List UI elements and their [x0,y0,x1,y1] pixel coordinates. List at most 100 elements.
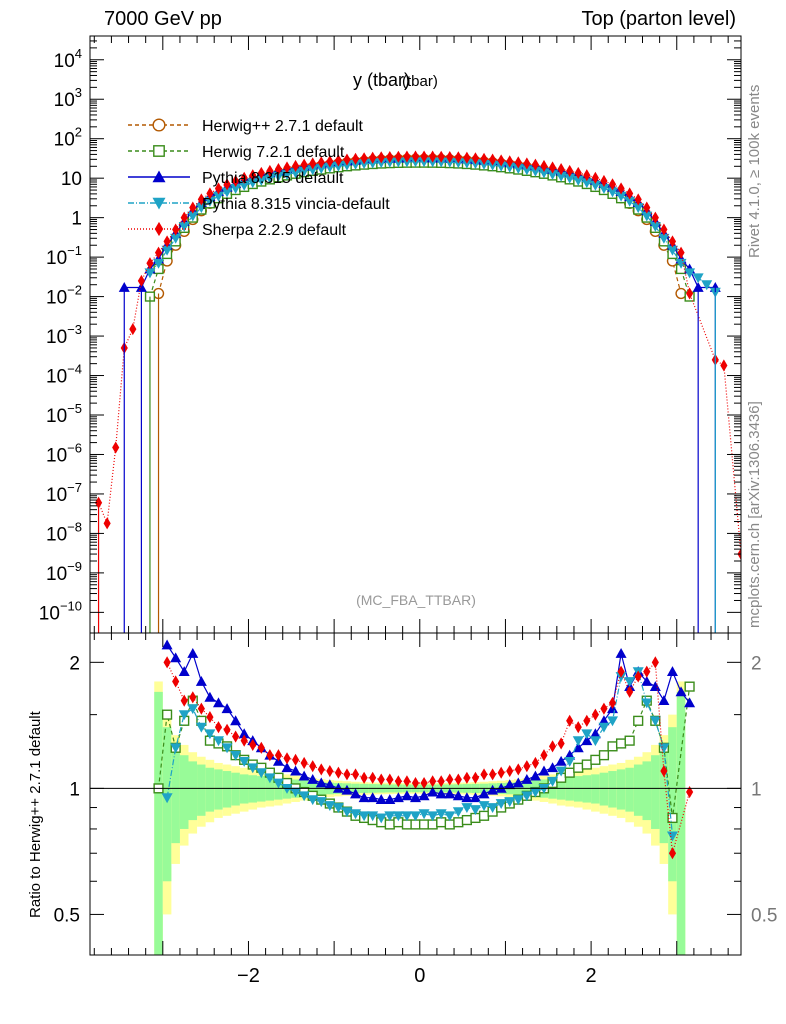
ratio-series-point-0 [401,819,413,830]
ratio-series-point-1 [641,675,653,686]
main-series-point-4 [163,235,171,248]
ratio-series-point-2 [538,783,550,794]
ratio-series-point-3 [497,766,505,779]
ratio-series-point-2 [238,756,250,767]
main-series-point-4 [292,159,300,173]
ratio-series-point-1 [529,770,541,781]
main-series-point-4 [386,150,394,164]
main-series-point-4 [266,164,274,177]
main-series-point-3 [487,160,499,171]
ratio-series-point-1 [332,782,344,793]
main-series-point-4 [112,441,120,454]
ratio-series-point-2 [658,743,670,754]
ratio-series-point-3 [163,656,171,669]
main-ytick-label: 10−3 [46,322,82,348]
ratio-series-point-3 [540,749,548,762]
main-ytick-label: 103 [54,85,82,111]
main-ytick-label: 102 [54,125,82,151]
ratio-series-point-2 [427,811,439,822]
main-series-point-3 [504,162,516,173]
main-series-point-3 [589,180,601,191]
main-series-point-3 [161,245,173,256]
ratio-series-point-2 [187,704,199,715]
ratio-series-point-1 [555,755,567,766]
main-series-point-4 [351,152,360,165]
ratio-series-point-0 [410,819,421,830]
ratio-series-point-2 [315,797,327,808]
ratio-series-point-2 [435,809,447,820]
ratio-series-point-1 [341,784,353,795]
main-series-point-3 [641,211,653,222]
ratio-series-point-1 [410,792,421,803]
ratio-band-inner [231,772,240,806]
ratio-series-point-3 [617,665,625,678]
main-series-point-4 [668,235,677,248]
ratio-series-point-3 [651,656,659,669]
main-ytick-label: 10−6 [46,440,82,466]
main-series-point-3 [521,165,533,176]
ratio-series-point-1 [315,777,327,788]
ratio-series-point-0 [684,681,695,692]
ratio-series-point-2 [504,797,516,808]
main-series-point-4 [317,156,325,169]
legend-marker-2 [152,170,166,183]
ratio-series-point-3 [386,773,394,786]
ratio-series-point-3 [608,696,617,709]
ratio-series-point-3 [429,775,437,788]
ratio-band-inner [222,771,232,808]
legend-marker-0 [152,118,166,132]
main-series-point-4 [129,323,137,336]
ratio-series-point-2 [358,811,370,822]
main-series-point-4 [137,274,145,287]
ratio-series-point-2 [350,809,362,820]
main-series-point-4 [600,174,608,188]
main-series-point-4 [454,151,462,164]
ratio-series-point-3 [180,694,188,707]
ratio-series-point-2 [272,778,284,789]
ratio-band-inner [599,772,609,806]
ratio-series-point-3 [514,763,522,776]
main-series-point-3 [281,170,293,180]
ratio-series-point-1 [487,784,499,795]
ratio-band-inner [197,764,206,816]
ratio-band-inner [582,775,592,803]
main-ytick-label: 1 [71,209,82,230]
ratio-series-point-1 [178,666,190,677]
ratio-series-point-2 [581,729,593,740]
ratio-series-point-1 [684,697,696,708]
ratio-series-point-0 [667,812,678,824]
main-series-point-2 [135,281,147,292]
main-series-point-3 [547,170,559,180]
ratio-xtick-label: −2 [237,965,260,987]
main-series-point-3 [144,268,156,279]
ratio-series-point-1 [281,762,293,773]
main-series-point-3 [632,203,644,214]
ratio-band-inner [171,746,180,844]
ratio-band-inner [154,691,163,955]
ratio-series-point-1 [212,697,224,708]
ratio-series-point-0 [615,738,627,749]
main-ytick-label: 10−5 [46,401,82,427]
main-series-point-4 [403,150,411,163]
main-series-point-4 [103,517,111,530]
ratio-series-point-2 [598,722,610,733]
ratio-band-inner [214,769,223,810]
ratio-series-point-3 [360,771,368,784]
ratio-xtick-label: 0 [414,965,425,987]
main-series-point-3 [555,171,567,182]
ratio-series-point-3 [403,775,411,788]
ratio-series-point-2 [161,793,173,804]
ratio-series-point-2 [555,766,567,777]
main-series-point-3 [529,166,541,177]
main-ytick-label: 10−9 [46,559,82,585]
main-plot-title-sub: (tbar) [402,73,438,90]
ratio-series-point-3 [600,702,608,715]
ratio-series-point-3 [240,734,248,747]
main-series-point-3 [692,273,704,284]
main-series-point-3 [221,187,233,198]
main-series-point-4 [548,161,557,174]
main-series-point-4 [617,182,625,195]
main-series-point-4 [283,161,291,174]
ratio-series-point-3 [317,763,325,776]
ratio-series-point-3 [394,775,402,788]
